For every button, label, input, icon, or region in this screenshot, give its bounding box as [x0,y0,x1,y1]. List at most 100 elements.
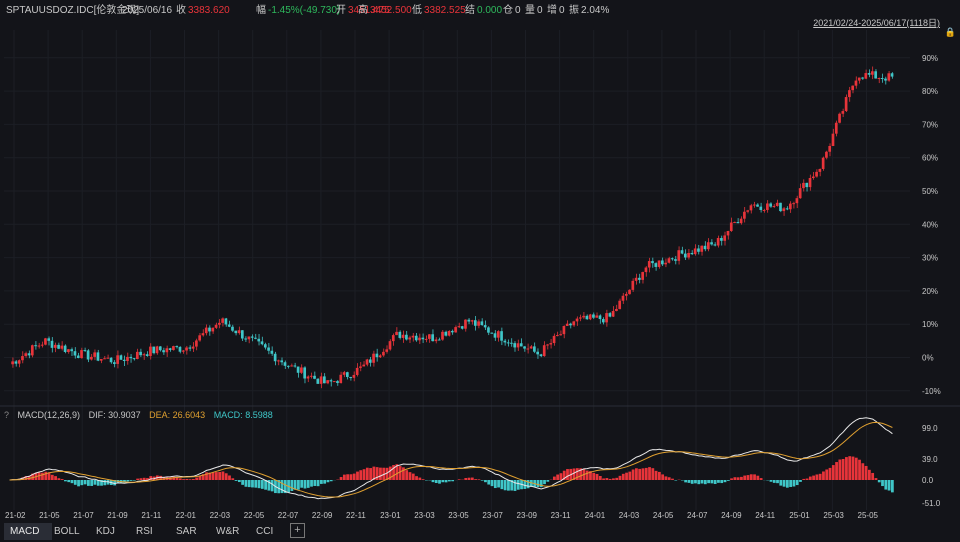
candle-body [24,353,28,357]
candle-body [772,205,776,207]
candle-body [395,331,398,336]
time-axis-tick: 25-03 [823,511,844,520]
candle-body [821,157,825,169]
candle-body [99,358,103,361]
tab-cci[interactable]: CCI [256,526,274,537]
candle-body [319,376,323,384]
candle-body [283,362,287,366]
candle-body [441,331,444,340]
candle-body [76,355,80,359]
candle-body [713,244,717,246]
candle-body [575,318,579,322]
time-axis-tick: 22-07 [278,511,299,520]
candle-body [546,344,549,346]
time-axis-tick: 23-09 [517,511,538,520]
candle-body [67,349,70,352]
time-axis-tick: 24-07 [687,511,708,520]
candle-body [237,330,241,334]
candle-body [874,71,877,79]
candle-body [562,325,566,335]
candle-body [792,203,795,205]
candle-body [296,366,300,373]
candle-body [191,346,195,349]
candle-body [756,204,759,207]
candle-body [359,366,362,368]
candle-body [802,182,805,189]
tab-wr[interactable]: W&R [216,526,240,537]
candle-body [421,337,425,340]
candle-body [641,272,645,280]
candle-body [647,261,651,268]
candle-body [516,343,520,348]
price-axis-tick: 20% [922,287,938,296]
candle-body [654,263,658,267]
candle-body [510,342,513,344]
candle-body [240,330,244,339]
volume-value: 0 [537,5,543,16]
tab-kdj[interactable]: KDJ [96,526,115,537]
candle-body [700,245,704,252]
candle-body [526,348,530,350]
candle-body [204,327,208,334]
price-axis-tick: 0% [922,354,934,363]
candle-body [37,345,41,347]
candle-body [260,341,264,345]
candle-body [500,331,503,341]
candle-body [559,334,562,336]
candle-body [582,315,585,318]
candle-body [378,355,382,358]
macd-axis-tick: 0.0 [922,476,934,485]
macd-axis-tick: 39.0 [922,455,938,464]
price-axis: 90% 80% 70% 60% 50% 40% 30% 20% 10% 0% -10% [922,54,941,396]
tab-boll[interactable]: BOLL [54,526,80,537]
candle-body [825,151,828,158]
help-icon[interactable]: ? [4,410,10,420]
time-axis-tick: 23-05 [448,511,469,520]
candle-body [533,346,536,352]
candle-body [697,248,700,252]
candle-body [273,353,277,362]
time-axis-tick: 21-02 [5,511,26,520]
candle-body [17,360,21,364]
candle-body [556,335,559,337]
candle-body [96,352,100,361]
candle-body [30,345,34,356]
candle-body [208,327,211,332]
candle-body [811,176,815,178]
tab-rsi[interactable]: RSI [136,526,153,537]
candle-body [487,327,490,333]
candle-body [628,289,631,294]
candle-body [831,133,835,147]
candle-body [375,353,379,358]
candle-body [60,345,64,349]
tab-macd[interactable]: MACD [4,523,52,540]
candle-body [116,355,119,364]
candle-body [109,357,113,363]
candle-body [608,313,612,317]
add-tab-button[interactable]: + [290,523,305,538]
candle-body [362,364,366,367]
candle-body [565,323,569,326]
candle-body [680,250,684,254]
candle-body [149,346,152,357]
candle-body [834,122,838,134]
time-axis-tick: 24-09 [721,511,742,520]
candle-body [214,324,218,328]
date-range[interactable]: 2021/02/24-2025/06/17(1118日) [813,18,940,28]
candle-body [864,73,868,79]
candle-body [818,168,822,172]
price-axis-tick: 10% [922,320,938,329]
candle-body [785,208,789,210]
candle-body [467,319,471,322]
symbol-name[interactable]: SPTAUUSDOZ.IDC[伦敦金现] [6,5,140,16]
lock-icon[interactable]: 🔒 [944,27,956,37]
time-axis-tick: 22-01 [176,511,197,520]
candle-body [428,334,431,339]
candle-body [503,340,507,343]
candle-body [267,347,270,351]
tab-sar[interactable]: SAR [176,526,197,537]
candle-body [601,319,605,323]
candle-body [782,208,786,212]
candle-body [844,97,848,112]
